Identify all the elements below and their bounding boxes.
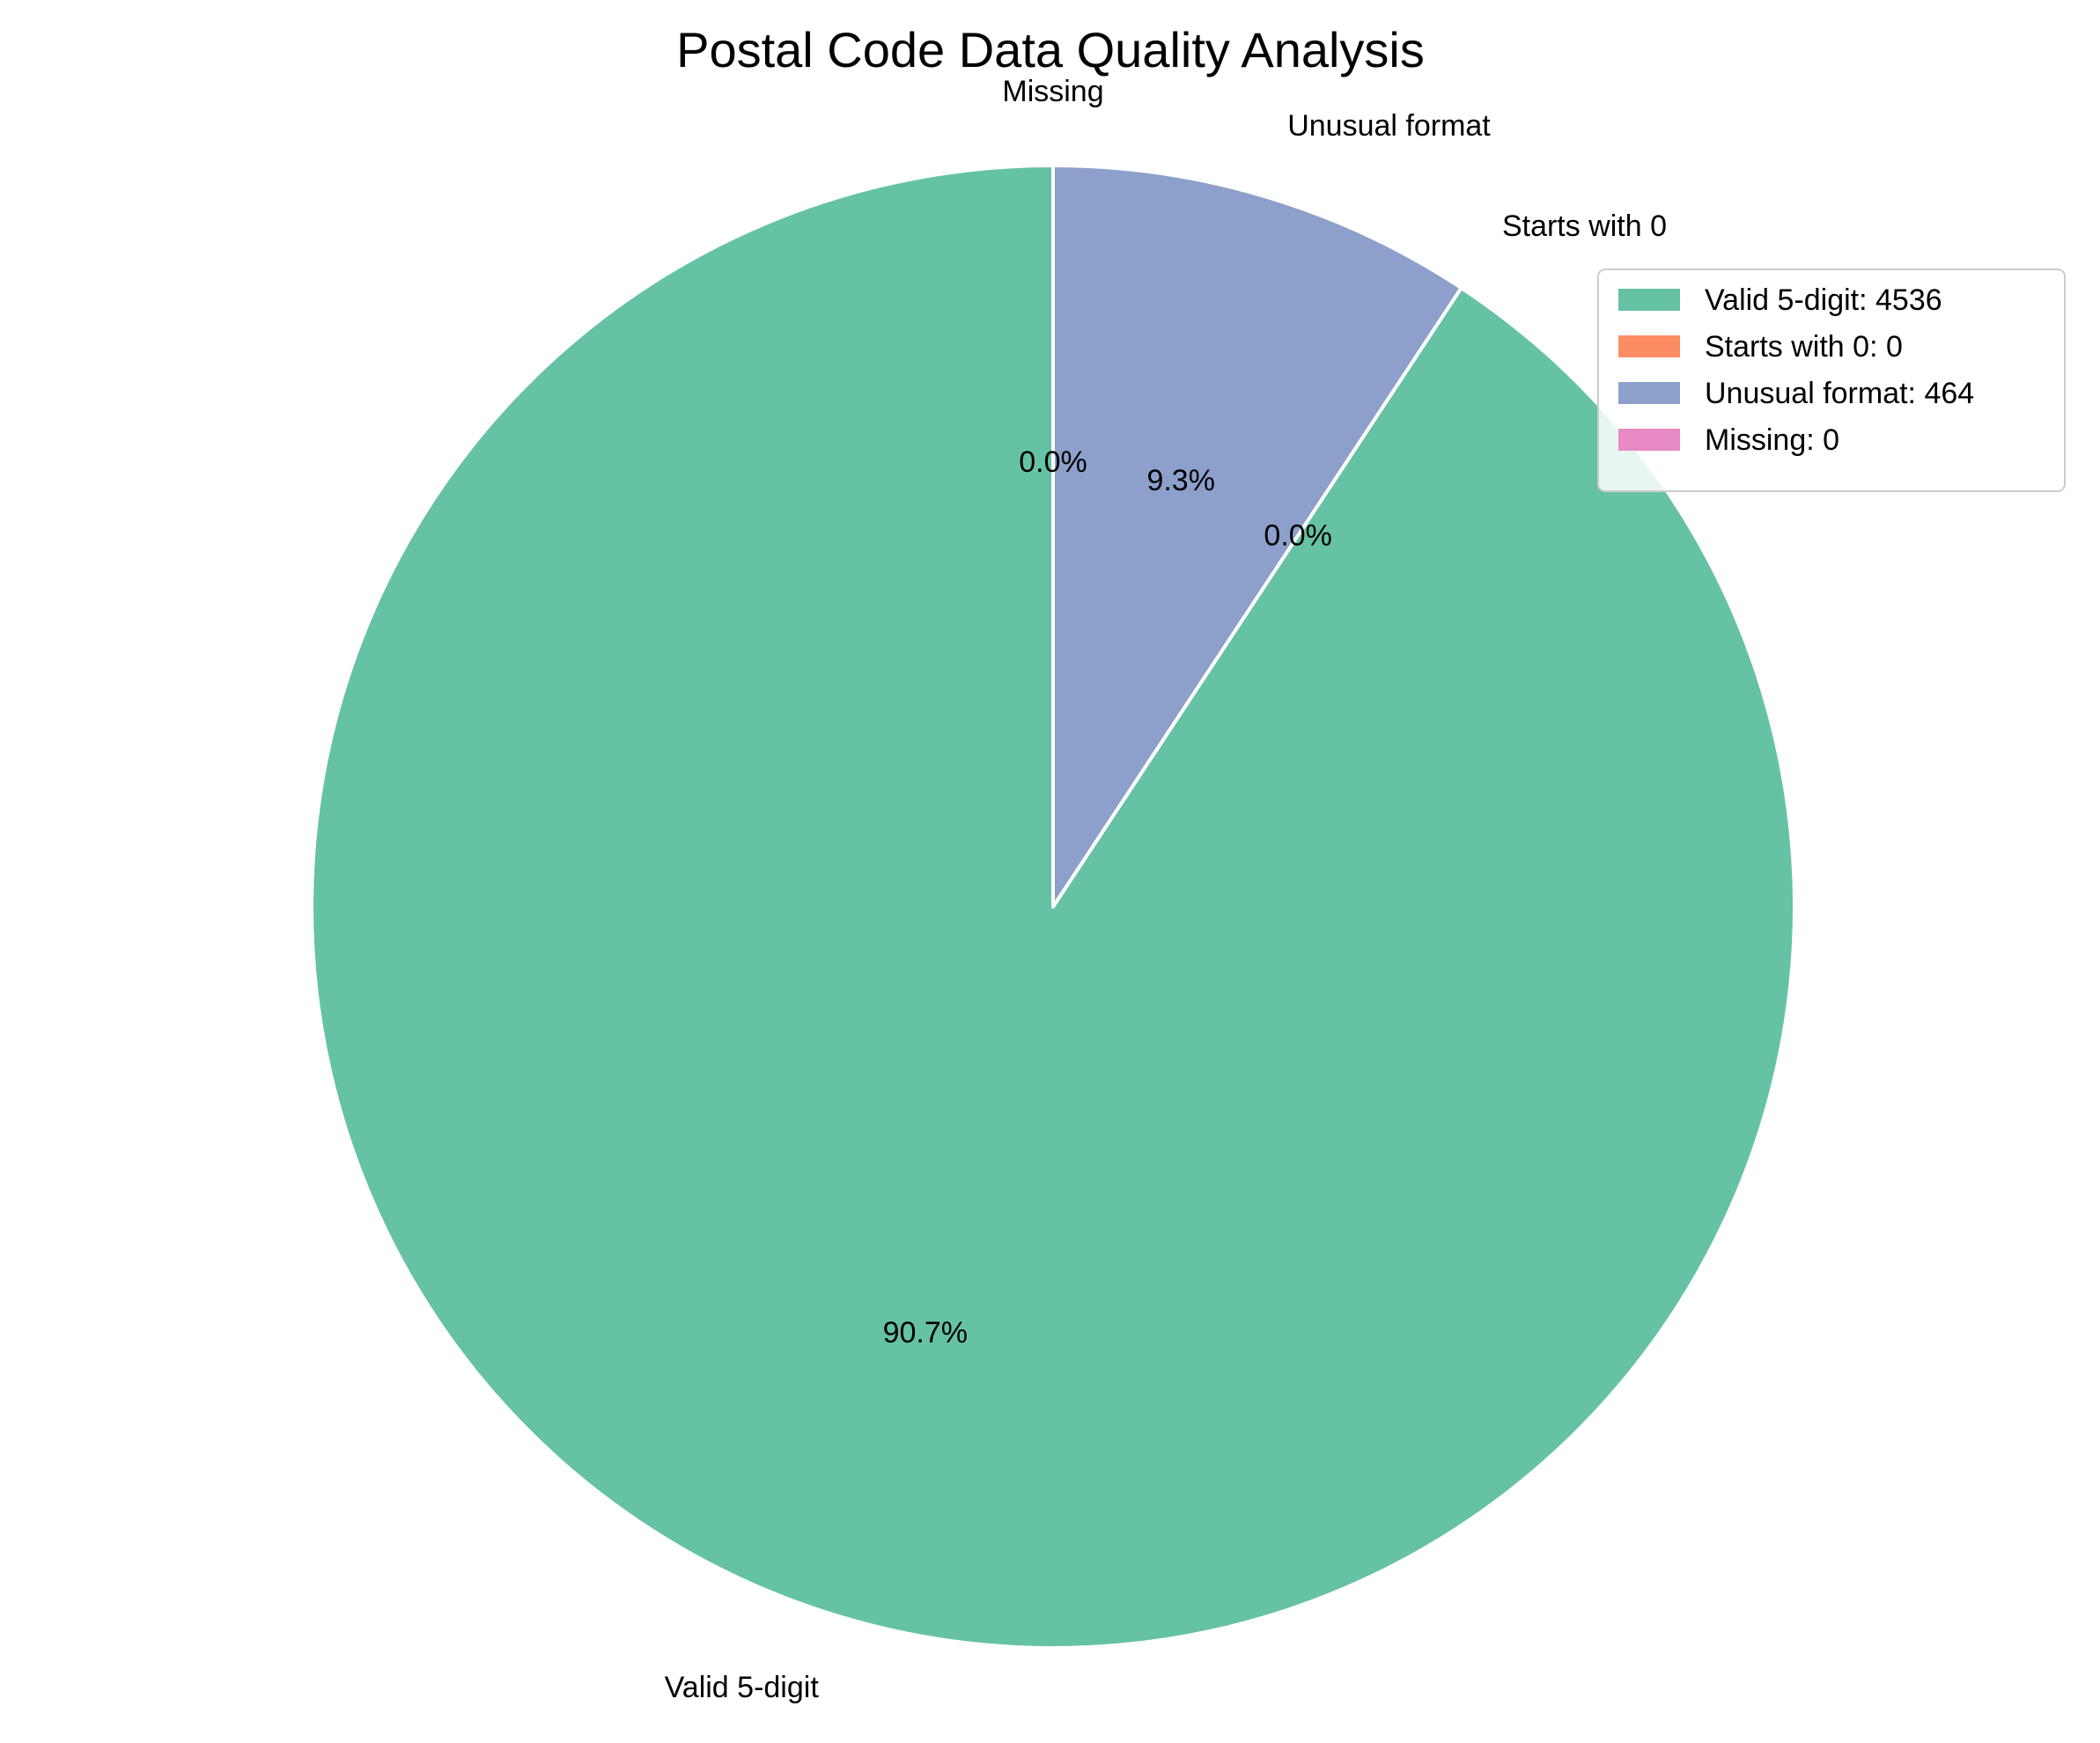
pie-slices — [310, 164, 1796, 1650]
legend-swatch-missing — [1618, 429, 1680, 451]
percent-label-unusual-format: 9.3% — [1146, 464, 1215, 497]
slice-label-valid-5-digit: Valid 5-digit — [665, 1671, 820, 1704]
legend-frame — [1597, 268, 2066, 492]
percent-label-valid-5-digit: 90.7% — [883, 1316, 968, 1350]
percent-labels: 90.7% 0.0% 9.3% 0.0% — [883, 445, 1332, 1350]
legend-swatch-starts-with-0 — [1618, 335, 1680, 357]
legend-swatch-unusual-format — [1618, 382, 1680, 404]
legend-label-valid-5-digit: Valid 5-digit: 4536 — [1705, 283, 1942, 317]
legend-label-starts-with-0: Starts with 0: 0 — [1705, 330, 1903, 364]
slice-label-unusual-format: Unusual format — [1287, 109, 1491, 143]
slice-label-missing: Missing — [1002, 75, 1103, 108]
legend-label-unusual-format: Unusual format: 464 — [1705, 377, 1974, 410]
legend-entries: Valid 5-digit: 4536 Starts with 0: 0 Unusu… — [1618, 283, 1974, 457]
legend-label-missing: Missing: 0 — [1705, 423, 1839, 457]
legend: Valid 5-digit: 4536 Starts with 0: 0 Unusu… — [1597, 268, 2066, 492]
chart-title: Postal Code Data Quality Analysis — [676, 22, 1425, 77]
pie-slice-unusual-format — [1051, 164, 1463, 908]
percent-label-missing: 0.0% — [1019, 445, 1087, 479]
percent-label-starts-with-0: 0.0% — [1264, 518, 1332, 552]
slice-labels: Valid 5-digit Starts with 0 Unusual format… — [665, 75, 1667, 1704]
slice-label-starts-with-0: Starts with 0 — [1502, 210, 1667, 243]
legend-swatch-valid-5-digit — [1618, 289, 1680, 311]
